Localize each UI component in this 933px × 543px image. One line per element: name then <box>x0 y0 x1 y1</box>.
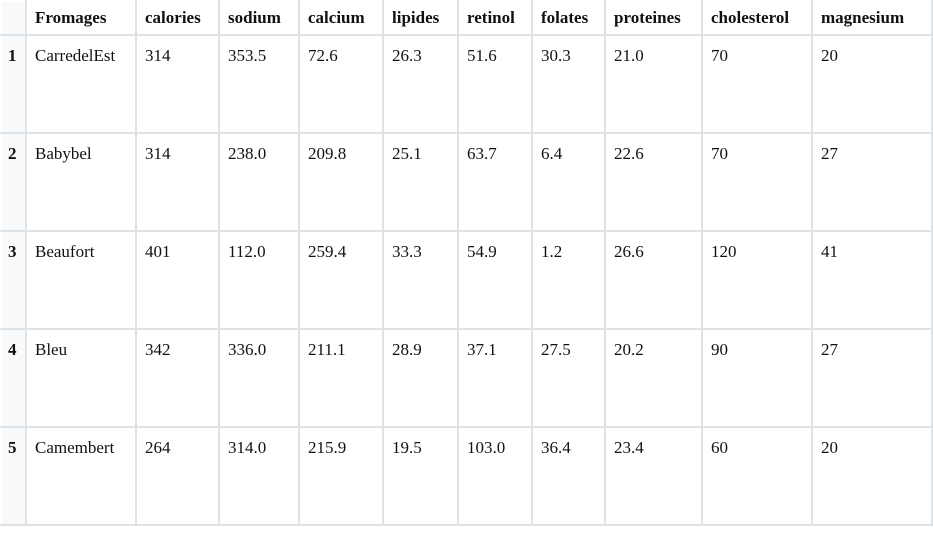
table-cell: Beaufort <box>25 230 137 330</box>
table-row: 3 Beaufort 401 112.0 259.4 33.3 54.9 1.2… <box>1 230 933 330</box>
table-cell: 264 <box>135 426 220 526</box>
table-cell: 19.5 <box>382 426 459 526</box>
column-header-folates: folates <box>531 1 606 36</box>
table-cell: CarredelEst <box>25 34 137 134</box>
row-index: 2 <box>1 132 27 232</box>
table-cell: 20 <box>811 34 933 134</box>
table-row: 2 Babybel 314 238.0 209.8 25.1 63.7 6.4 … <box>1 132 933 232</box>
column-header-retinol: retinol <box>457 1 533 36</box>
table-cell: 336.0 <box>218 328 300 428</box>
table-cell: 90 <box>701 328 813 428</box>
table-cell: 238.0 <box>218 132 300 232</box>
table-cell: 41 <box>811 230 933 330</box>
table-cell: 72.6 <box>298 34 384 134</box>
table-cell: 20.2 <box>604 328 703 428</box>
table-cell: 25.1 <box>382 132 459 232</box>
table-row: 4 Bleu 342 336.0 211.1 28.9 37.1 27.5 20… <box>1 328 933 428</box>
table-cell: 60 <box>701 426 813 526</box>
column-header-magnesium: magnesium <box>811 1 933 36</box>
table-cell: 120 <box>701 230 813 330</box>
table-cell: 6.4 <box>531 132 606 232</box>
table-cell: 401 <box>135 230 220 330</box>
table-cell: 314 <box>135 34 220 134</box>
cheese-nutrition-table: Fromages calories sodium calcium lipides… <box>1 1 933 526</box>
table-row: 1 CarredelEst 314 353.5 72.6 26.3 51.6 3… <box>1 34 933 134</box>
table-cell: 259.4 <box>298 230 384 330</box>
column-header-proteines: proteines <box>604 1 703 36</box>
table-cell: 26.3 <box>382 34 459 134</box>
table-cell: 63.7 <box>457 132 533 232</box>
table-cell: 112.0 <box>218 230 300 330</box>
table-cell: 21.0 <box>604 34 703 134</box>
row-index: 1 <box>1 34 27 134</box>
table-cell: 28.9 <box>382 328 459 428</box>
table-cell: 23.4 <box>604 426 703 526</box>
row-index: 4 <box>1 328 27 428</box>
table-cell: 314 <box>135 132 220 232</box>
table-cell: 353.5 <box>218 34 300 134</box>
table-cell: 1.2 <box>531 230 606 330</box>
column-header-calories: calories <box>135 1 220 36</box>
table-cell: 20 <box>811 426 933 526</box>
table-cell: 314.0 <box>218 426 300 526</box>
table-cell: Babybel <box>25 132 137 232</box>
row-index: 3 <box>1 230 27 330</box>
table-cell: 215.9 <box>298 426 384 526</box>
column-header-sodium: sodium <box>218 1 300 36</box>
column-header-calcium: calcium <box>298 1 384 36</box>
column-header-fromages: Fromages <box>25 1 137 36</box>
row-index: 5 <box>1 426 27 526</box>
table-cell: 22.6 <box>604 132 703 232</box>
table-body: 1 CarredelEst 314 353.5 72.6 26.3 51.6 3… <box>1 34 933 526</box>
table-cell: 70 <box>701 34 813 134</box>
table-cell: 70 <box>701 132 813 232</box>
table-cell: 342 <box>135 328 220 428</box>
table-cell: 211.1 <box>298 328 384 428</box>
table-row: 5 Camembert 264 314.0 215.9 19.5 103.0 3… <box>1 426 933 526</box>
table-cell: 209.8 <box>298 132 384 232</box>
table-cell: 51.6 <box>457 34 533 134</box>
table-cell: 27 <box>811 328 933 428</box>
table-cell: 103.0 <box>457 426 533 526</box>
table-cell: Camembert <box>25 426 137 526</box>
table-cell: 36.4 <box>531 426 606 526</box>
table-cell: 27 <box>811 132 933 232</box>
table-cell: 27.5 <box>531 328 606 428</box>
column-header-lipides: lipides <box>382 1 459 36</box>
table-cell: 26.6 <box>604 230 703 330</box>
table-header-row: Fromages calories sodium calcium lipides… <box>1 1 933 36</box>
table-cell: 33.3 <box>382 230 459 330</box>
table-cell: 37.1 <box>457 328 533 428</box>
table-cell: 30.3 <box>531 34 606 134</box>
column-header-cholesterol: cholesterol <box>701 1 813 36</box>
table-cell: Bleu <box>25 328 137 428</box>
index-column-header <box>1 1 27 36</box>
table-cell: 54.9 <box>457 230 533 330</box>
